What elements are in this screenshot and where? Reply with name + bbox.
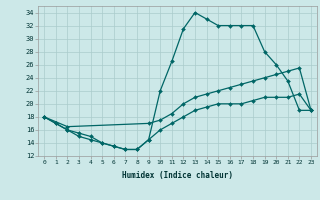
X-axis label: Humidex (Indice chaleur): Humidex (Indice chaleur) bbox=[122, 171, 233, 180]
